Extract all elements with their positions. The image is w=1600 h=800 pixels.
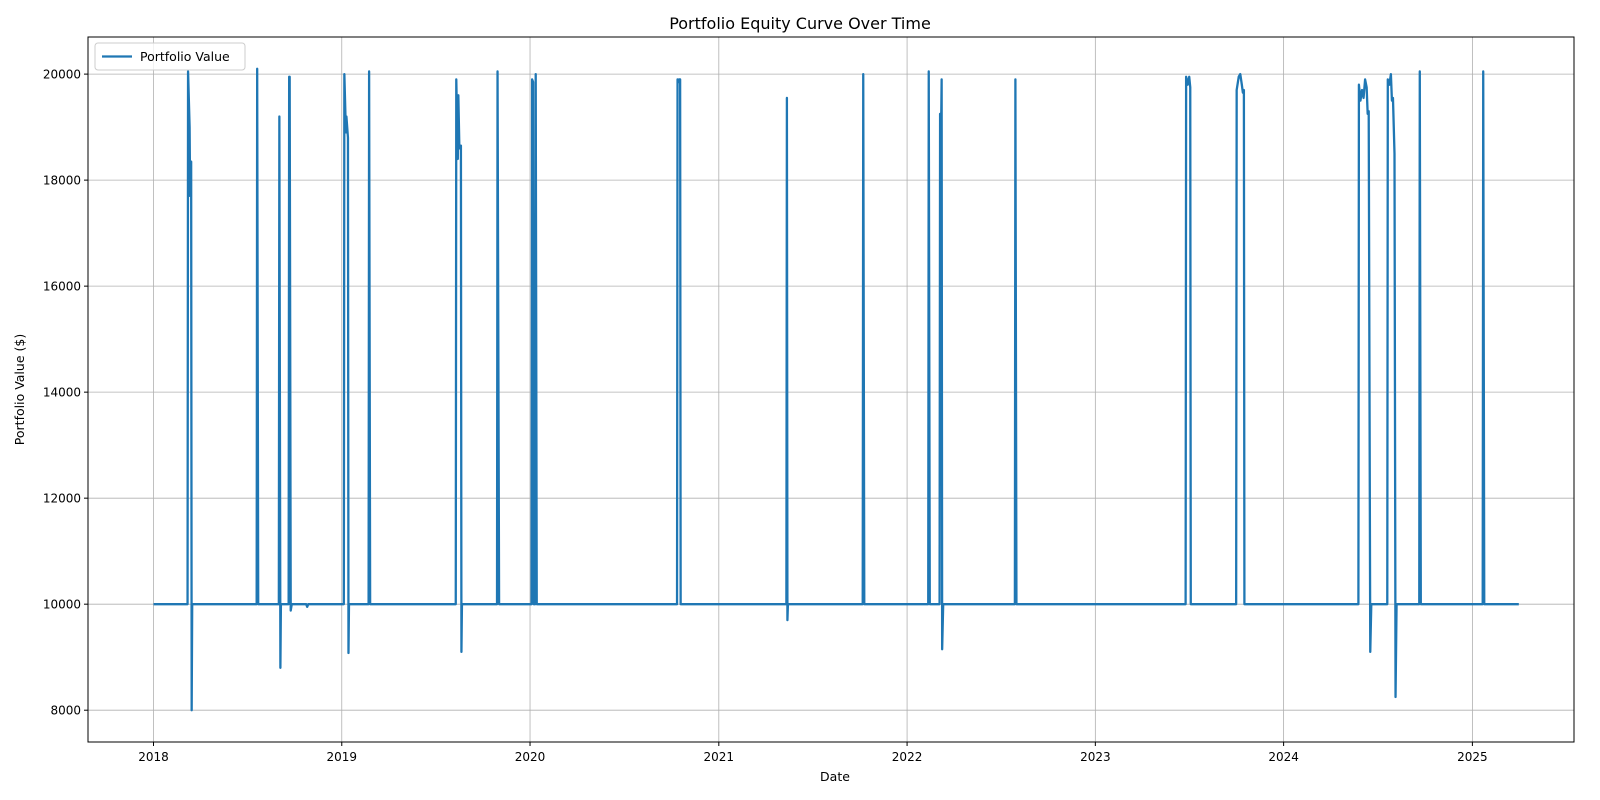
- x-tick-label: 2024: [1268, 750, 1299, 764]
- x-tick-label: 2020: [515, 750, 546, 764]
- x-axis-ticks: 2018 2019 2020 2021 2022 2023 2024 2025: [138, 742, 1488, 764]
- y-tick-label: 18000: [43, 173, 81, 187]
- x-axis-label: Date: [820, 769, 850, 784]
- x-tick-label: 2023: [1080, 750, 1111, 764]
- legend: Portfolio Value: [94, 42, 246, 71]
- x-tick-label: 2022: [892, 750, 923, 764]
- legend-box: [94, 42, 246, 71]
- y-axis-label: Portfolio Value ($): [12, 334, 27, 445]
- y-tick-label: 12000: [43, 491, 81, 505]
- y-tick-label: 10000: [43, 597, 81, 611]
- y-tick-label: 14000: [43, 385, 81, 399]
- plot-area: [88, 37, 1574, 742]
- series-line-portfolio-value: [153, 67, 1519, 712]
- x-tick-label: 2021: [704, 750, 735, 764]
- legend-label-portfolio-value: Portfolio Value: [140, 49, 230, 64]
- y-tick-label: 16000: [43, 279, 81, 293]
- y-axis-ticks: 8000 10000 12000 14000 16000 18000 20000: [43, 67, 88, 718]
- x-tick-label: 2025: [1457, 750, 1488, 764]
- y-tick-label: 8000: [50, 704, 81, 718]
- x-tick-label: 2019: [326, 750, 357, 764]
- plot-frame: [87, 36, 1575, 743]
- chart-title: Portfolio Equity Curve Over Time: [669, 14, 931, 33]
- x-tick-label: 2018: [138, 750, 169, 764]
- x-gridlines: [153, 37, 1473, 742]
- y-tick-label: 20000: [43, 67, 81, 81]
